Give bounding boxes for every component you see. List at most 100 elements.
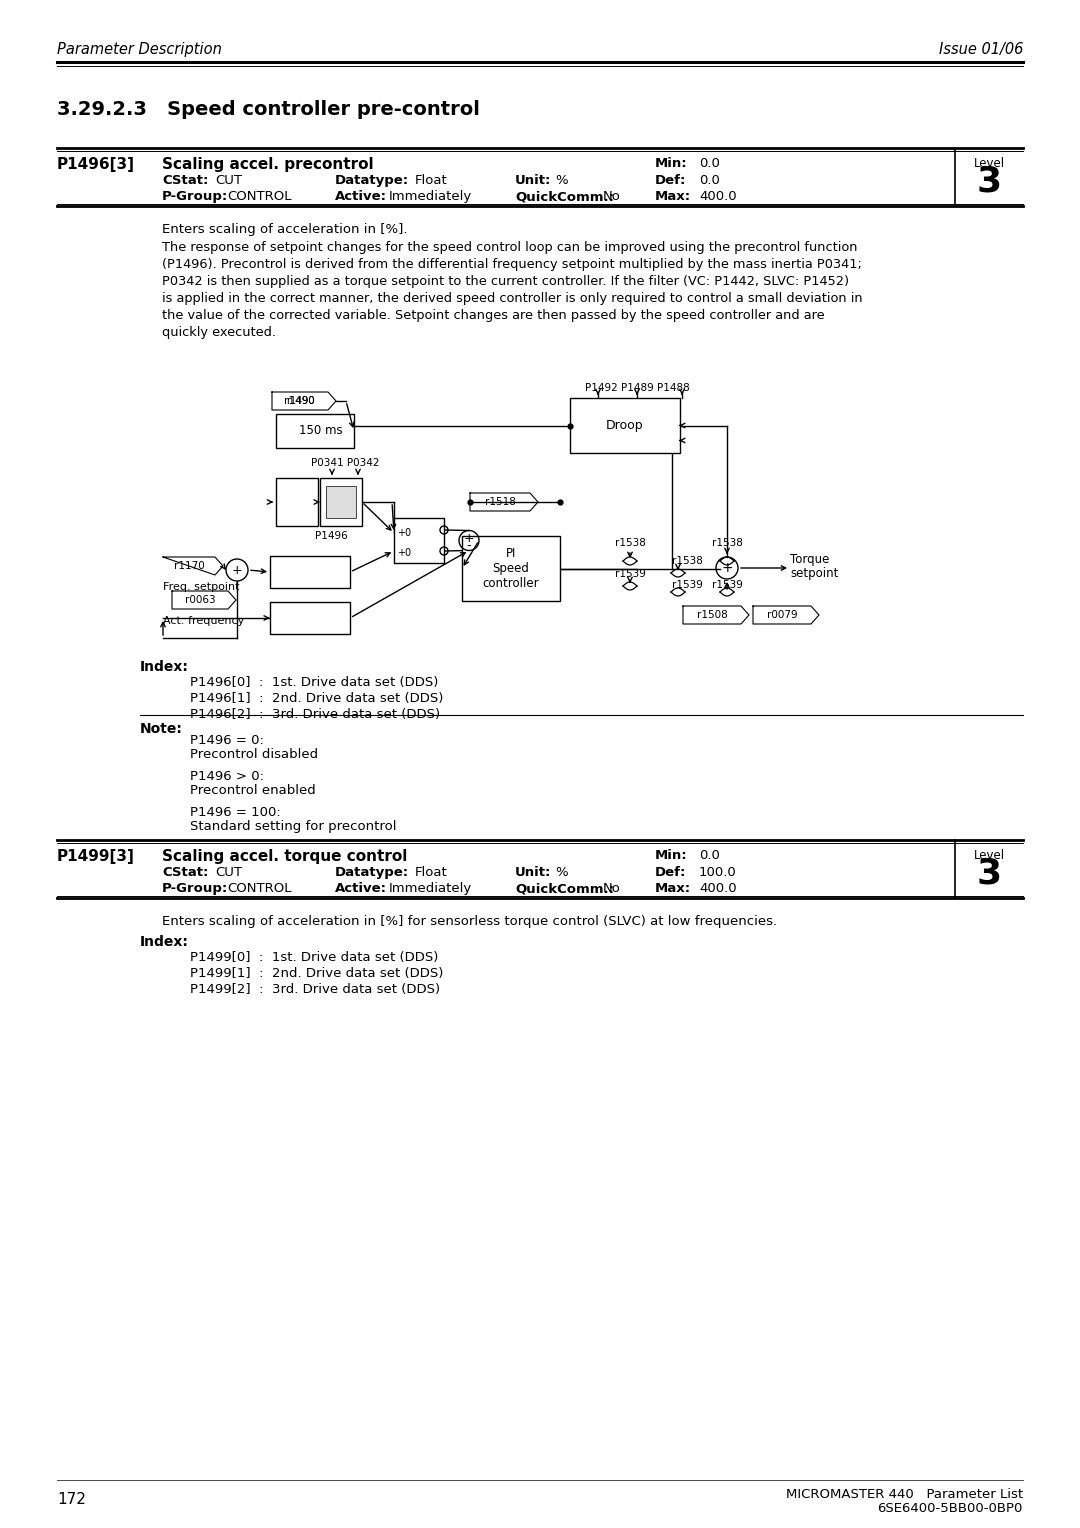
- Text: +: +: [463, 532, 474, 545]
- Text: Note:: Note:: [140, 723, 183, 736]
- Text: Level: Level: [973, 157, 1004, 170]
- Text: r1490: r1490: [286, 396, 314, 406]
- Text: Enters scaling of acceleration in [%] for sensorless torque control (SLVC) at lo: Enters scaling of acceleration in [%] fo…: [162, 915, 778, 927]
- Text: P1496 = 100:: P1496 = 100:: [190, 805, 281, 819]
- Text: +: +: [721, 561, 733, 575]
- Text: P1496: P1496: [314, 532, 348, 541]
- Text: P1496[3]: P1496[3]: [57, 157, 135, 173]
- Text: Immediately: Immediately: [389, 189, 472, 203]
- Text: 150 ms: 150 ms: [299, 425, 342, 437]
- Bar: [270, 556, 350, 588]
- Text: Active:: Active:: [335, 882, 387, 895]
- Text: Level: Level: [973, 850, 1004, 862]
- Text: P1496[0]  :  1st. Drive data set (DDS): P1496[0] : 1st. Drive data set (DDS): [190, 675, 438, 689]
- Text: r1170: r1170: [174, 561, 204, 571]
- Text: P1499[2]  :  3rd. Drive data set (DDS): P1499[2] : 3rd. Drive data set (DDS): [190, 983, 441, 996]
- Text: CONTROL: CONTROL: [227, 882, 292, 895]
- Text: Datatype:: Datatype:: [335, 866, 409, 879]
- Text: -: -: [467, 539, 471, 552]
- Text: Def:: Def:: [654, 866, 687, 879]
- Text: 0.0: 0.0: [699, 850, 720, 862]
- Text: Standard setting for precontrol: Standard setting for precontrol: [190, 821, 396, 833]
- Bar: [394, 518, 444, 562]
- Text: P1499[3]: P1499[3]: [57, 850, 135, 863]
- Text: +0: +0: [397, 529, 411, 538]
- Text: Min:: Min:: [654, 157, 688, 170]
- Text: P1492 P1489 P1488: P1492 P1489 P1488: [584, 384, 689, 393]
- Text: Float: Float: [415, 174, 448, 186]
- Text: Scaling accel. torque control: Scaling accel. torque control: [162, 850, 407, 863]
- Text: PI
Speed
controller: PI Speed controller: [483, 547, 539, 590]
- Text: Min:: Min:: [654, 850, 688, 862]
- Text: Unit:: Unit:: [515, 866, 552, 879]
- Text: CStat:: CStat:: [162, 174, 208, 186]
- Bar: [320, 478, 362, 526]
- Bar: [326, 486, 356, 518]
- Text: r1539: r1539: [615, 568, 646, 579]
- Text: Float: Float: [415, 866, 448, 879]
- Text: r1539: r1539: [672, 581, 703, 590]
- Text: %: %: [555, 174, 568, 186]
- Text: +: +: [232, 564, 242, 576]
- Text: 3: 3: [976, 856, 1001, 889]
- Text: Active:: Active:: [335, 189, 387, 203]
- Polygon shape: [753, 607, 819, 623]
- Text: No: No: [603, 882, 621, 895]
- Text: Droop: Droop: [606, 419, 644, 432]
- Text: r1538: r1538: [615, 538, 646, 549]
- Text: Precontrol disabled: Precontrol disabled: [190, 749, 319, 761]
- Text: 3.29.2.3   Speed controller pre-control: 3.29.2.3 Speed controller pre-control: [57, 99, 480, 119]
- Text: P1496 > 0:: P1496 > 0:: [190, 770, 264, 782]
- Text: 0.0: 0.0: [699, 174, 720, 186]
- Bar: [570, 397, 680, 452]
- Text: r1538: r1538: [712, 538, 742, 549]
- Text: MICROMASTER 440   Parameter List: MICROMASTER 440 Parameter List: [786, 1488, 1023, 1500]
- Text: 172: 172: [57, 1491, 86, 1507]
- Text: r0079: r0079: [767, 610, 797, 620]
- Polygon shape: [172, 591, 237, 610]
- Text: %: %: [555, 866, 568, 879]
- Text: Enters scaling of acceleration in [%].: Enters scaling of acceleration in [%].: [162, 223, 407, 235]
- Text: r1508: r1508: [697, 610, 727, 620]
- Text: setpoint: setpoint: [789, 567, 838, 579]
- Text: r1490: r1490: [284, 396, 314, 406]
- Bar: [270, 602, 350, 634]
- Bar: [276, 478, 318, 526]
- Bar: [462, 536, 561, 601]
- Text: CONTROL: CONTROL: [227, 189, 292, 203]
- Text: P1496[2]  :  3rd. Drive data set (DDS): P1496[2] : 3rd. Drive data set (DDS): [190, 707, 441, 721]
- Text: P1496[1]  :  2nd. Drive data set (DDS): P1496[1] : 2nd. Drive data set (DDS): [190, 692, 444, 704]
- Text: CUT: CUT: [215, 174, 242, 186]
- Text: Datatype:: Datatype:: [335, 174, 409, 186]
- Polygon shape: [683, 607, 750, 623]
- Text: QuickComm.:: QuickComm.:: [515, 882, 615, 895]
- Bar: [276, 414, 354, 448]
- Text: r0063: r0063: [185, 594, 215, 605]
- Text: P1499[0]  :  1st. Drive data set (DDS): P1499[0] : 1st. Drive data set (DDS): [190, 950, 438, 964]
- Text: 100.0: 100.0: [699, 866, 737, 879]
- Text: r1538: r1538: [672, 556, 703, 565]
- Text: Def:: Def:: [654, 174, 687, 186]
- Text: Index:: Index:: [140, 935, 189, 949]
- Text: Unit:: Unit:: [515, 174, 552, 186]
- Text: 400.0: 400.0: [699, 189, 737, 203]
- Text: +0: +0: [397, 549, 411, 558]
- Text: QuickComm.:: QuickComm.:: [515, 189, 615, 203]
- Text: 6SE6400-5BB00-0BP0: 6SE6400-5BB00-0BP0: [878, 1502, 1023, 1514]
- Text: Precontrol enabled: Precontrol enabled: [190, 784, 315, 798]
- Text: P1496 = 0:: P1496 = 0:: [190, 733, 264, 747]
- Text: Scaling accel. precontrol: Scaling accel. precontrol: [162, 157, 374, 173]
- Text: Torque: Torque: [789, 553, 829, 567]
- Text: Freq. setpoint: Freq. setpoint: [163, 582, 240, 591]
- Polygon shape: [163, 558, 222, 575]
- Polygon shape: [272, 393, 336, 410]
- Text: P-Group:: P-Group:: [162, 882, 228, 895]
- Text: Index:: Index:: [140, 660, 189, 674]
- Text: Immediately: Immediately: [389, 882, 472, 895]
- Text: r1518: r1518: [485, 497, 515, 507]
- Text: P0341 P0342: P0341 P0342: [311, 458, 379, 468]
- Text: 0.0: 0.0: [699, 157, 720, 170]
- Text: P-Group:: P-Group:: [162, 189, 228, 203]
- Text: 3: 3: [976, 163, 1001, 199]
- Text: No: No: [603, 189, 621, 203]
